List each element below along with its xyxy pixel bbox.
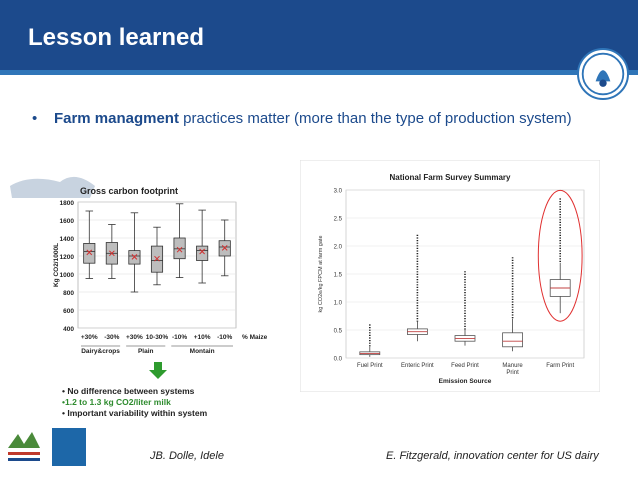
right-chart-title: National Farm Survey Summary — [390, 173, 511, 182]
right-y-tick-label: 1.0 — [334, 301, 343, 307]
left-x-tick-label: +30% — [81, 334, 98, 341]
left-box — [196, 245, 209, 261]
left-y-tick-label: 1000 — [60, 272, 75, 279]
right-x-tick-label: Print — [506, 370, 519, 376]
cniel-logo — [52, 428, 86, 466]
slide-title: Lesson learned — [28, 24, 205, 51]
left-caption: JB. Dolle, Idele — [150, 450, 224, 462]
right-plot-area: 0.0 0.5 1.0 1.5 2.0 2.5 3.0 kg CO2e/kg FPCM at … — [318, 189, 585, 385]
right-x-axis-label: Emission Source — [439, 378, 492, 385]
right-box — [502, 332, 523, 348]
gross-carbon-footprint-chart: Gross carbon footprint 400 600 800 1000 1200… — [10, 176, 268, 418]
right-y-tick-label: 2.5 — [334, 217, 343, 223]
right-x-tick-label: Manure — [502, 363, 523, 369]
right-y-tick-label: 0.5 — [334, 329, 343, 335]
left-group-label: Dairy&crops — [81, 348, 120, 355]
right-y-tick-label: 3.0 — [334, 189, 343, 195]
left-y-tick-label: 400 — [63, 326, 74, 333]
left-x-tick-label: 10-30% — [146, 334, 169, 341]
left-box — [173, 237, 186, 260]
header-divider — [0, 70, 638, 75]
left-mean-marker — [176, 246, 183, 253]
left-mean-marker — [109, 250, 115, 257]
left-mean-marker — [131, 254, 138, 260]
left-plot-area: 400 600 800 1000 1200 1400 1600 1800 Kg CO2/1000… — [53, 200, 268, 418]
left-y-tick-label: 600 — [63, 308, 74, 315]
right-caption: E. Fitzgerald, innovation center for US … — [386, 450, 599, 462]
left-mean-marker — [221, 245, 228, 251]
left-x-tick-label: +30% — [126, 334, 143, 341]
right-x-tick-label: Fuel Print — [357, 363, 383, 369]
bullet-marker: • — [32, 110, 38, 127]
national-farm-survey-chart: National Farm Survey Summary 0.0 0.5 1.0 1.… — [300, 160, 600, 392]
left-group-label: Plain — [138, 348, 154, 355]
left-mean-marker — [154, 255, 160, 262]
right-y-axis-label: kg CO2e/kg FPCM at farm gate — [318, 235, 324, 312]
left-note-line: • Important variability within system — [62, 408, 208, 418]
slide-header — [0, 0, 638, 70]
left-mean-marker — [199, 248, 205, 255]
left-note-line: •1.2 to 1.3 kg CO2/liter milk — [62, 397, 171, 407]
left-chart-title: Gross carbon footprint — [80, 186, 178, 196]
left-y-tick-label: 1200 — [60, 254, 75, 261]
bullet-point: • Farm managment practices matter (more … — [32, 110, 572, 127]
right-y-tick-label: 1.5 — [334, 273, 343, 279]
left-x-tick-label: -10% — [172, 334, 187, 341]
down-arrow-icon — [154, 362, 162, 370]
right-x-tick-label: Enteric Print — [401, 363, 434, 369]
right-y-tick-label: 0.0 — [334, 357, 343, 363]
fil-idf-logo — [577, 48, 629, 100]
left-box — [83, 243, 96, 264]
down-arrow-head-icon — [149, 370, 167, 379]
right-x-tick-label: Farm Print — [546, 363, 574, 369]
left-group-label: Montain — [190, 348, 215, 355]
left-x-axis-label: % Maize — [242, 334, 268, 341]
left-x-tick-label: -30% — [104, 334, 119, 341]
institut-elevage-logo — [4, 430, 44, 466]
cloud-decoration — [10, 176, 95, 198]
left-mean-marker — [86, 249, 93, 256]
left-note-line: • No difference between systems — [62, 386, 195, 396]
left-x-tick-label: -10% — [217, 334, 232, 341]
left-y-tick-label: 1600 — [60, 218, 75, 225]
left-y-tick-label: 1800 — [60, 200, 75, 207]
bullet-bold-text: Farm managment — [53, 110, 179, 127]
left-x-tick-label: +10% — [194, 334, 211, 341]
bullet-text: practices matter (more than the type of … — [178, 110, 572, 127]
farm-print-highlight — [537, 189, 583, 322]
right-x-tick-label: Feed Print — [451, 363, 479, 369]
right-y-tick-label: 2.0 — [334, 245, 343, 251]
left-y-tick-label: 1400 — [60, 236, 75, 243]
left-y-axis-label: Kg CO2/1000L — [53, 243, 60, 287]
left-y-tick-label: 800 — [63, 290, 74, 297]
